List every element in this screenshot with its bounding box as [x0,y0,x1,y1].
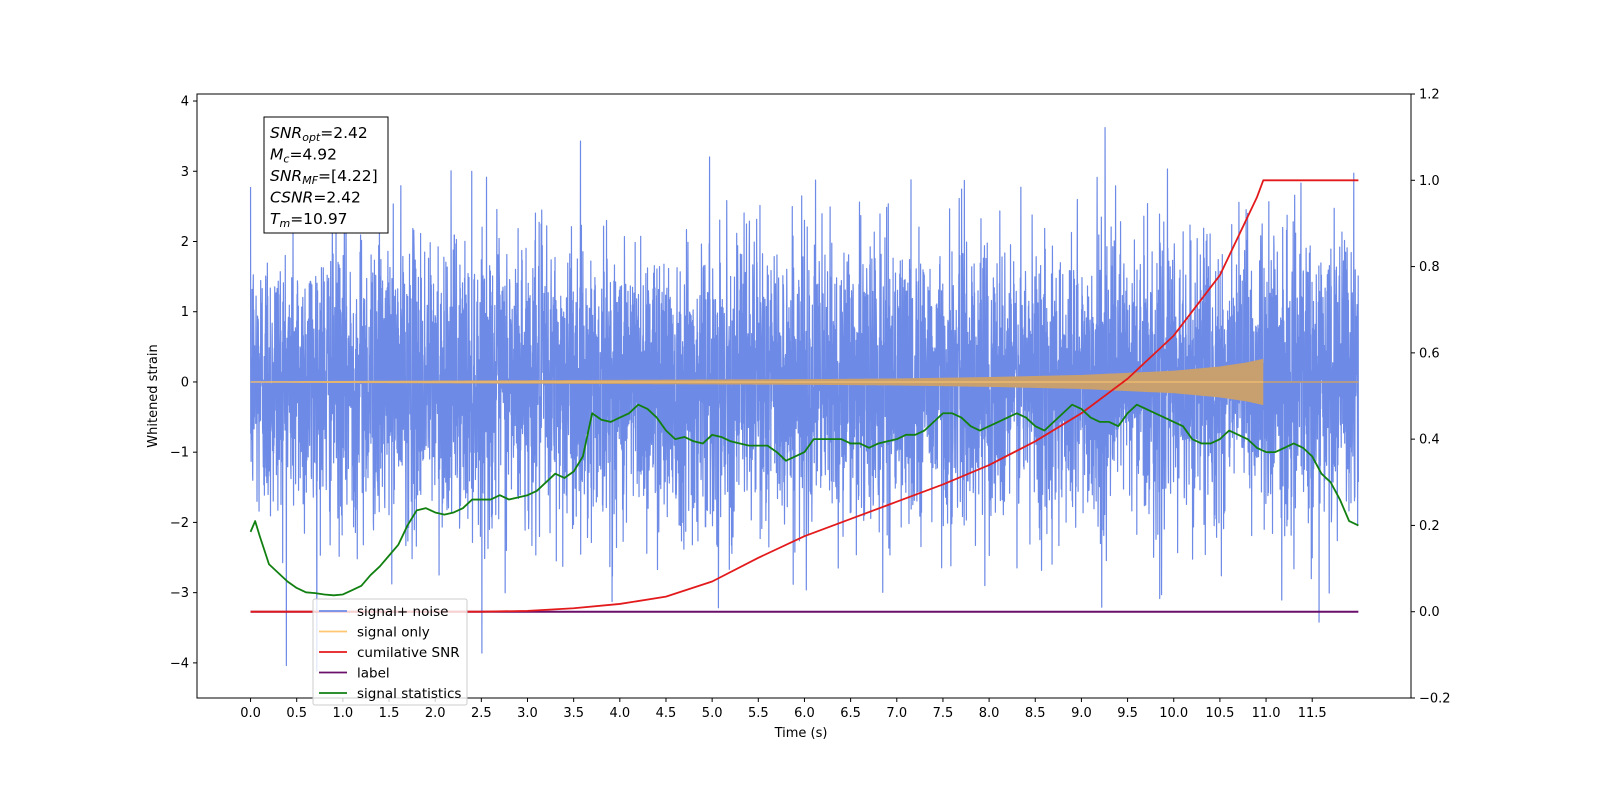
y-axis-left: −4 −3 −2 −1 0 1 2 3 4 [170,95,197,671]
signal-noise-line [249,127,1359,672]
x-tick-label: 11.0 [1252,706,1281,721]
y-right-tick-label: 0.4 [1419,433,1440,448]
x-tick-label: 8.5 [1025,706,1046,721]
y-right-tick-label: −0.2 [1419,692,1451,707]
x-tick-label: 5.5 [748,706,769,721]
x-tick-label: 4.5 [656,706,677,721]
x-tick-label: 10.5 [1205,706,1234,721]
y-axis-right: −0.2 0.0 0.2 0.4 0.6 0.8 1.0 1.2 [1411,88,1451,707]
x-tick-label: 1.0 [333,706,354,721]
x-tick-label: 7.5 [933,706,954,721]
x-tick-label: 7.0 [886,706,907,721]
x-tick-label: 6.5 [840,706,861,721]
y-right-tick-label: 1.2 [1419,88,1440,103]
signal-statistics-series [249,403,1359,597]
y-right-tick-label: 0.8 [1419,260,1440,275]
x-tick-label: 0.0 [240,706,261,721]
x-tick-label: 0.5 [286,706,307,721]
cumulative-snr-line [250,179,1359,613]
legend-frame [312,598,468,706]
y-left-tick-label: 3 [181,165,189,180]
annotation-line: CSNR=2.42 [270,189,361,207]
y-right-tick-label: 0.2 [1419,519,1440,534]
legend-label: signal+ noise [357,604,448,620]
y-right-tick-label: 1.0 [1419,174,1440,189]
annotation-frame [263,116,389,234]
annotation-line: Mc=4.92 [270,146,337,166]
x-tick-label: 4.0 [609,706,630,721]
x-tick-label: 10.0 [1159,706,1188,721]
signal-statistics-line [249,403,1359,597]
legend-label: signal only [357,625,430,641]
legend-label: cumilative SNR [357,645,460,661]
annotation-line: Tm=10.97 [270,210,348,230]
x-tick-label: 3.0 [517,706,538,721]
signal-noise-series [249,127,1359,672]
cumulative-snr-series [250,179,1359,613]
x-axis: 0.0 0.5 1.0 1.5 2.0 2.5 3.0 3.5 4.0 4.5 5.0 5.5 6.0 6… [240,698,1327,721]
x-tick-label: 5.0 [702,706,723,721]
y-left-tick-label: 4 [181,95,189,110]
annotation-line: SNRopt=2.42 [270,124,368,144]
y-left-tick-label: −4 [170,656,189,671]
x-tick-label: 9.5 [1117,706,1138,721]
signal-only-series [250,358,1359,406]
x-tick-label: 3.5 [563,706,584,721]
y-left-tick-label: −1 [170,446,189,461]
x-tick-label: 8.0 [979,706,1000,721]
legend: signal+ noise signal only cumilative SNR la… [312,598,468,706]
x-axis-label: Time (s) [774,726,828,741]
annotation-line: SNRMF=[4.22] [270,167,378,187]
x-tick-label: 2.0 [425,706,446,721]
x-tick-label: 9.0 [1071,706,1092,721]
x-tick-label: 11.5 [1298,706,1327,721]
y-left-tick-label: 1 [181,305,189,320]
y-right-tick-label: 0.0 [1419,605,1440,620]
x-tick-label: 2.5 [471,706,492,721]
y-left-tick-label: −2 [170,516,189,531]
y-right-tick-label: 0.6 [1419,346,1440,361]
legend-label: signal statistics [357,686,461,702]
x-tick-label: 6.0 [794,706,815,721]
y-left-tick-label: −3 [170,586,189,601]
y-left-tick-label: 2 [181,235,189,250]
y-axis-label-left: Whitened strain [146,344,161,447]
x-tick-label: 1.5 [379,706,400,721]
y-left-tick-label: 0 [181,375,189,390]
legend-label: label [357,666,390,682]
